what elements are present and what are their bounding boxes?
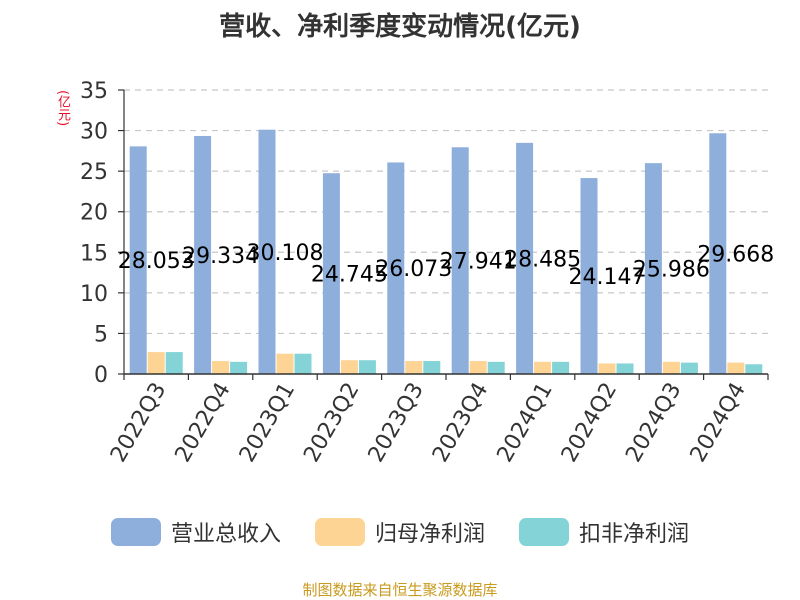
data-label-revenue: 29.334 [182, 244, 259, 269]
data-label-revenue: 26.073 [375, 257, 452, 282]
legend-swatch-net-profit [314, 518, 365, 546]
y-tick-label: 0 [94, 363, 108, 388]
bar-net-profit [147, 352, 165, 374]
bar-revenue [451, 147, 469, 374]
legend-item-net-profit[interactable]: 归母净利润 [314, 516, 485, 548]
bar-revenue [387, 162, 405, 374]
bar-net-profit [662, 361, 680, 374]
legend-item-revenue[interactable]: 营业总收入 [110, 516, 281, 548]
bar-net-profit [340, 360, 358, 374]
legend-swatch-deducted-profit [519, 518, 569, 546]
data-label-revenue: 24.745 [311, 263, 388, 288]
bar-net-profit [212, 361, 230, 374]
x-tick-label: 2023Q2 [299, 379, 364, 467]
y-tick-label: 20 [80, 201, 108, 226]
bar-deducted-profit [616, 363, 634, 374]
x-tick-label: 2023Q4 [428, 379, 493, 467]
y-tick-label: 25 [80, 160, 108, 185]
data-label-revenue: 28.053 [118, 249, 195, 274]
x-tick-label: 2023Q1 [235, 379, 300, 467]
bar-revenue [709, 133, 727, 374]
bar-revenue [516, 142, 534, 374]
legend-label-net-profit: 归母净利润 [374, 522, 485, 547]
bar-net-profit [534, 361, 552, 374]
chart-legend: 营业总收入 归母净利润 扣非净利润 [0, 516, 800, 548]
data-label-revenue: 25.986 [633, 258, 710, 283]
x-tick-label: 2024Q4 [686, 379, 751, 467]
data-source-note: 制图数据来自恒生聚源数据库 [302, 581, 498, 599]
bar-deducted-profit [423, 361, 441, 374]
bar-deducted-profit [745, 364, 763, 374]
data-label-revenue: 24.147 [569, 265, 646, 290]
y-tick-label: 15 [80, 241, 108, 266]
bar-revenue [258, 129, 276, 374]
x-tick-label: 2024Q1 [492, 379, 557, 467]
y-axis-unit-label: (亿元) [55, 90, 70, 127]
legend-item-deducted-profit[interactable]: 扣非净利润 [519, 516, 689, 548]
x-tick-label: 2023Q3 [364, 379, 429, 467]
bar-deducted-profit [230, 361, 248, 374]
bar-revenue [129, 146, 147, 374]
bar-net-profit [405, 361, 423, 374]
x-tick-label: 2022Q3 [106, 379, 171, 467]
chart-title: 营收、净利季度变动情况(亿元) [219, 12, 581, 42]
bar-net-profit [727, 362, 745, 374]
bar-deducted-profit [294, 353, 312, 374]
y-tick-label: 30 [80, 120, 108, 145]
y-tick-label: 5 [94, 322, 108, 347]
legend-label-revenue: 营业总收入 [170, 522, 281, 547]
bar-deducted-profit [552, 361, 570, 374]
data-label-revenue: 30.108 [247, 241, 324, 266]
y-tick-label: 35 [80, 79, 108, 104]
bar-deducted-profit [165, 352, 183, 374]
bar-net-profit [598, 363, 616, 374]
legend-swatch-revenue [110, 518, 161, 546]
bar-deducted-profit [487, 361, 505, 374]
x-tick-label: 2024Q3 [621, 379, 686, 467]
data-label-revenue: 28.485 [504, 247, 581, 272]
bar-revenue [322, 173, 340, 374]
bar-deducted-profit [680, 362, 698, 374]
bar-revenue [194, 135, 212, 374]
bar-net-profit [469, 361, 487, 374]
bar-deducted-profit [358, 360, 376, 374]
legend-label-deducted-profit: 扣非净利润 [579, 522, 690, 547]
bar-revenue [580, 178, 598, 374]
data-label-revenue: 29.668 [697, 243, 774, 268]
x-tick-label: 2022Q4 [170, 379, 235, 467]
bar-revenue [644, 163, 662, 374]
y-tick-label: 10 [80, 282, 108, 307]
data-label-revenue: 27.941 [440, 250, 517, 275]
x-tick-label: 2024Q2 [557, 379, 622, 467]
bar-net-profit [276, 353, 294, 374]
